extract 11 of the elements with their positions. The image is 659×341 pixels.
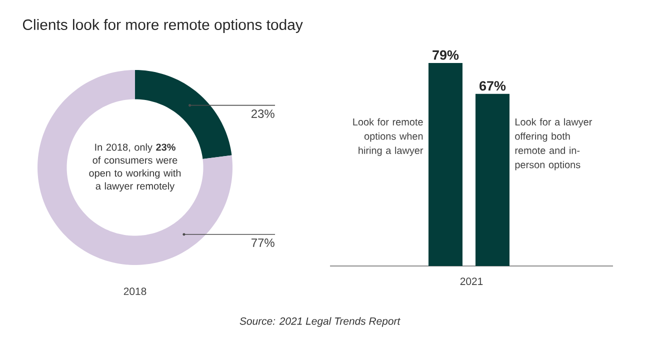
chart-title: Clients look for more remote options today xyxy=(22,19,303,33)
data-label: 77% xyxy=(252,238,274,247)
data-label: 67% xyxy=(480,81,506,91)
text: In 2018, only 23% of consumers were open to working with a lawyer remotely xyxy=(89,143,181,192)
text: 2018 xyxy=(124,288,146,296)
data-label: 23% xyxy=(251,110,274,118)
annotation: Look for a lawyer offering both remote and in-person options xyxy=(515,118,592,170)
x-axis-title: 2021 xyxy=(460,278,483,286)
annotation: Look for remote options when hiring a lawyer xyxy=(353,118,424,156)
source-note: Source: 2021 Legal Trends Report xyxy=(240,317,400,327)
data-label: 79% xyxy=(432,50,459,60)
